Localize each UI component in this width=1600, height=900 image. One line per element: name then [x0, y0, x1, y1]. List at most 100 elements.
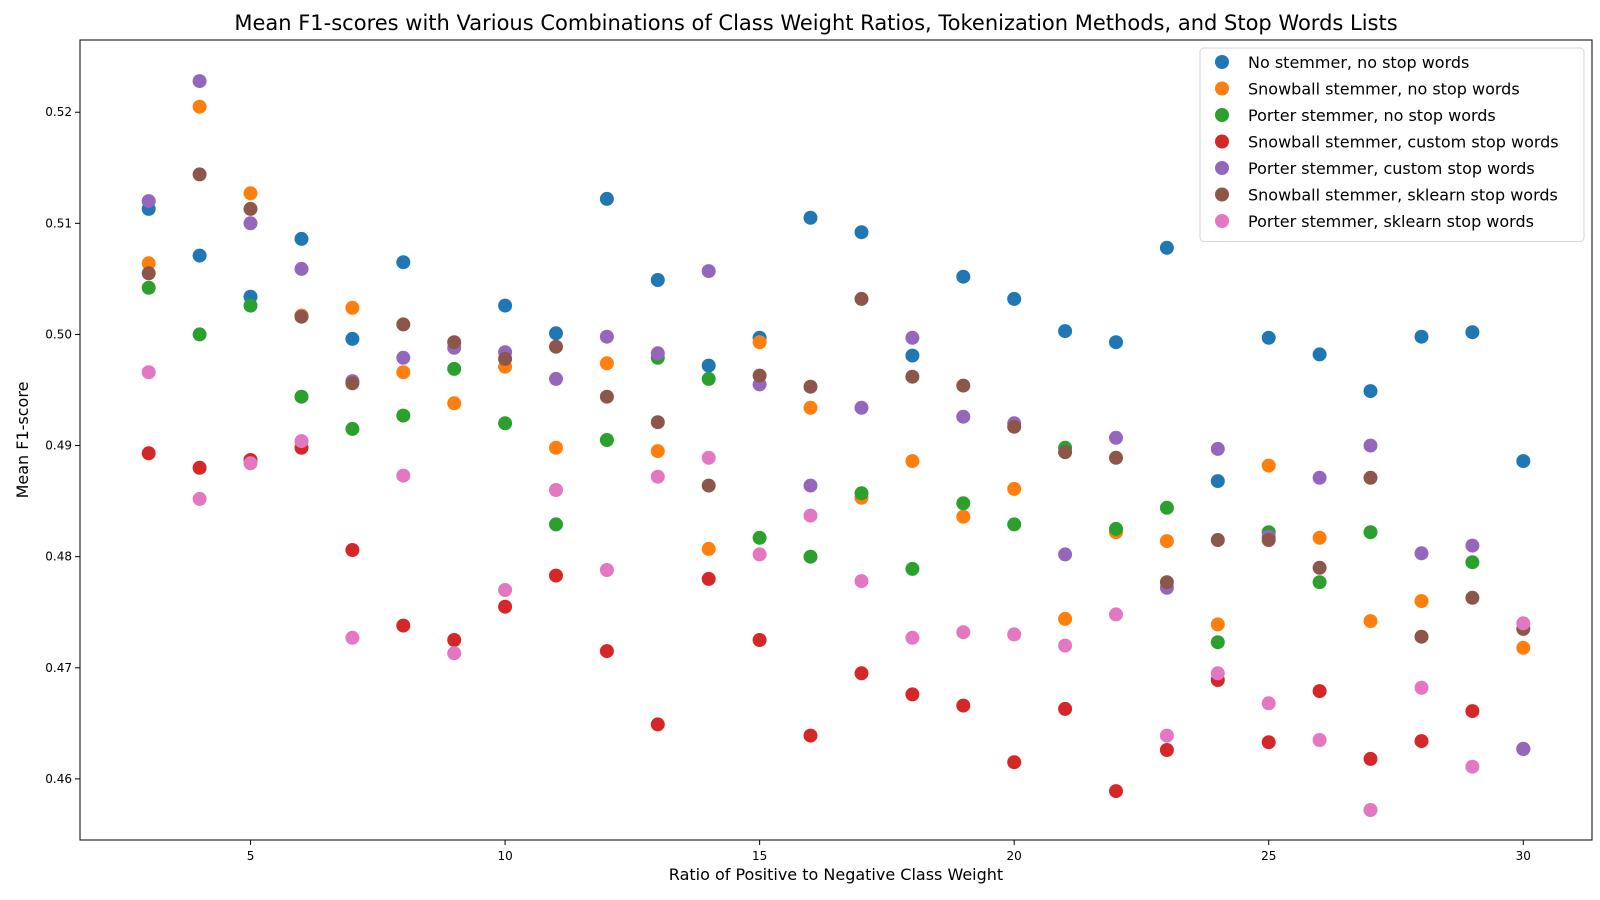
- data-point: [1210, 533, 1225, 547]
- data-point: [192, 327, 207, 342]
- legend-label: Porter stemmer, custom stop words: [1248, 159, 1535, 178]
- data-point: [1007, 419, 1022, 434]
- data-point: [1465, 759, 1480, 774]
- data-point: [701, 478, 716, 493]
- data-point: [447, 633, 462, 647]
- data-point: [294, 389, 309, 404]
- data-point: [1007, 481, 1022, 496]
- data-point: [1312, 684, 1327, 699]
- y-tick-label: 0.49: [45, 439, 72, 453]
- plot-frame: [79, 39, 1593, 841]
- data-point: [396, 350, 411, 365]
- data-point: [1516, 616, 1531, 631]
- data-point: [905, 454, 920, 469]
- data-point: [1058, 701, 1073, 716]
- data-point: [396, 255, 411, 270]
- data-point: [141, 365, 156, 380]
- data-point: [1007, 517, 1022, 532]
- data-point: [803, 728, 818, 743]
- x-tick-label: 25: [1261, 849, 1276, 863]
- data-point: [1159, 240, 1174, 255]
- data-point: [1007, 291, 1022, 306]
- y-tick-label: 0.52: [45, 105, 72, 119]
- data-point: [498, 298, 513, 313]
- data-point: [1516, 640, 1531, 655]
- data-point: [1109, 521, 1123, 536]
- data-point: [854, 400, 869, 415]
- data-point: [1363, 751, 1378, 766]
- data-point: [1414, 734, 1429, 749]
- data-point: [1414, 594, 1429, 609]
- data-point: [599, 644, 614, 659]
- data-point: [1363, 384, 1378, 399]
- data-point: [1159, 743, 1174, 757]
- data-point: [1210, 635, 1225, 650]
- data-point: [192, 460, 207, 475]
- data-point: [1465, 555, 1480, 570]
- data-point: [650, 444, 665, 459]
- legend-label: Porter stemmer, no stop words: [1248, 106, 1496, 125]
- data-point: [396, 365, 411, 380]
- data-point: [701, 264, 716, 279]
- data-point: [1261, 533, 1276, 547]
- data-point: [599, 433, 614, 447]
- x-tick-label: 30: [1516, 849, 1531, 863]
- legend-marker: [1215, 214, 1229, 228]
- data-point: [396, 468, 411, 483]
- data-point: [1210, 474, 1225, 489]
- data-point: [1363, 438, 1378, 453]
- legend-marker: [1215, 161, 1229, 175]
- data-point: [549, 568, 563, 583]
- legend-marker: [1215, 108, 1229, 122]
- data-point: [905, 369, 920, 384]
- data-point: [1516, 741, 1531, 756]
- data-point: [141, 446, 156, 461]
- data-point: [498, 583, 513, 597]
- legend-label: Snowball stemmer, custom stop words: [1248, 133, 1559, 152]
- data-point: [752, 335, 767, 350]
- data-point: [447, 361, 462, 376]
- data-point: [956, 509, 971, 524]
- data-point: [905, 348, 920, 363]
- data-point: [956, 496, 971, 511]
- x-tick-label: 5: [247, 849, 255, 863]
- data-point: [549, 440, 563, 455]
- data-point: [650, 469, 665, 484]
- data-point: [1007, 755, 1022, 770]
- data-point: [447, 396, 462, 411]
- data-point: [243, 456, 258, 471]
- data-point: [1159, 534, 1174, 549]
- data-point: [1312, 530, 1327, 545]
- data-point: [1261, 458, 1276, 473]
- data-point: [345, 376, 360, 391]
- y-tick-label: 0.46: [45, 772, 72, 786]
- data-point: [701, 358, 716, 373]
- data-point: [345, 630, 360, 645]
- y-axis-ticks: 0.46 0.47 0.48 0.49 0.50 0.51 0.52: [45, 105, 80, 786]
- data-point: [650, 415, 665, 430]
- data-point: [192, 99, 207, 114]
- data-point: [905, 687, 920, 702]
- data-point: [650, 273, 665, 287]
- data-point: [141, 194, 156, 209]
- data-points: [141, 74, 1531, 817]
- data-point: [1109, 335, 1123, 350]
- y-tick-label: 0.50: [45, 327, 72, 341]
- legend: No stemmer, no stop words Snowball stemme…: [1199, 47, 1585, 242]
- data-point: [1007, 627, 1022, 642]
- data-point: [854, 666, 869, 681]
- data-point: [803, 508, 818, 523]
- data-point: [1414, 329, 1429, 344]
- legend-marker: [1215, 81, 1229, 96]
- data-point: [294, 434, 309, 449]
- data-point: [549, 517, 563, 532]
- data-point: [599, 389, 614, 404]
- data-point: [1159, 728, 1174, 743]
- data-point: [905, 561, 920, 576]
- data-point: [1363, 614, 1378, 629]
- data-point: [192, 248, 207, 263]
- data-point: [1210, 666, 1225, 681]
- data-point: [854, 486, 869, 501]
- data-point: [1312, 575, 1327, 590]
- data-point: [498, 599, 513, 614]
